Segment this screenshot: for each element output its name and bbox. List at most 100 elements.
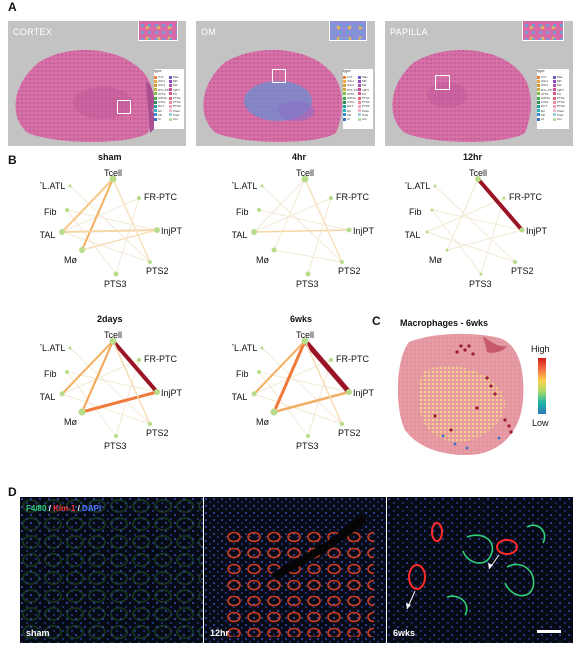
edge-tcell-mtal [61, 340, 114, 395]
node-label-tcell: Tcell [469, 168, 487, 178]
node-label-dtl: DTL.ATL [40, 343, 65, 353]
node-fib [430, 208, 434, 212]
node-dtl-atl [260, 184, 264, 188]
legend-om: type CnT cDL1 cDL2 DTL.ATL cPTS cMTAL CT… [343, 68, 373, 129]
node-label-mtal: MTAL [232, 392, 247, 402]
panel-label-papilla: PAPILLA [390, 27, 428, 37]
edge-tcell-pts2 [304, 340, 343, 425]
node-fib [257, 370, 261, 374]
node-label-dtl: DTL.ATL [405, 181, 430, 191]
node-label-fib: Fib [236, 369, 249, 379]
inset-cortex [138, 21, 178, 41]
node-mo [271, 247, 277, 253]
edge-tcell-pts2 [304, 178, 343, 263]
panel-label-c: C [372, 314, 381, 328]
node-label-frptc: FR-PTC [144, 192, 177, 202]
node-label-injpt: InjPT [353, 226, 375, 236]
node-pts3 [305, 271, 311, 277]
cortex-panel: CORTEX type CnT cDL1 cDL2 DTL.ATL cPTS c… [8, 21, 186, 146]
node-label-dtl: DTL.ATL [40, 181, 65, 191]
node-label-pts3: PTS3 [296, 441, 319, 451]
node-label-pts2: PTS2 [511, 266, 534, 276]
node-frptc [137, 196, 141, 200]
node-mtal [59, 391, 65, 397]
panel-label-cortex: CORTEX [13, 27, 53, 37]
node-dtl-atl [68, 184, 72, 188]
node-tcell [301, 175, 309, 183]
zoom-box-papilla [435, 75, 450, 90]
network-title: sham [98, 152, 122, 162]
node-label-mtal: MTAL [232, 230, 247, 240]
papilla-panel: PAPILLA type CnT cDL1 cDL2 DTL.ATL cPTS … [385, 21, 573, 146]
node-pts3 [114, 434, 118, 438]
network-4hr: 4hr Tcell FR-PTC InjPT PTS2 PTS3 Mø MTAL… [232, 152, 375, 289]
stain-sep2: / [75, 504, 83, 513]
node-fib [65, 370, 69, 374]
legend-papilla: type CnT cDL1 cDL2 DTL.ATL cPTS cMTAL CT… [537, 68, 569, 129]
node-pts3 [113, 271, 119, 277]
edge-mo-injpt [273, 390, 350, 414]
node-label-tcell: Tcell [296, 168, 314, 178]
node-label-dtl: DTL.ATL [232, 181, 257, 191]
node-label-mo: Mø [256, 417, 269, 427]
zoom-box-cortex [117, 100, 131, 114]
legend-title: type [537, 68, 545, 73]
node-dtl-atl [260, 346, 264, 350]
node-pts2 [148, 260, 152, 264]
kidney-section-papilla [392, 50, 531, 143]
panel-label-a: A [8, 0, 17, 14]
node-mtal [251, 391, 257, 397]
edge-tcell-injpt [303, 339, 351, 394]
node-frptc [502, 196, 506, 200]
zoom-box-om [272, 69, 286, 83]
edge-mtal-injpt [253, 229, 350, 233]
legend-title: type [154, 68, 162, 73]
network-6wks: 6wks Tcell FR-PTC InjPT PTS2 PTS3 Mø MTA… [232, 314, 375, 451]
node-injpt [346, 389, 352, 395]
node-label-pts3: PTS3 [104, 441, 127, 451]
edge-tcell-mo [81, 178, 114, 251]
kidney-section-cortex [15, 50, 157, 143]
node-mtal [59, 229, 65, 235]
edge-tcell-injpt [476, 177, 524, 232]
stain-f480: F4/80 [26, 504, 47, 513]
node-label-mo: Mø [64, 417, 77, 427]
edge-tcell-mtal [253, 340, 306, 395]
node-label-mtal: MTAL [405, 230, 420, 240]
micrograph-sham: F4/80 / Kim-1 / DAPI sham [20, 497, 203, 643]
node-label-injpt: InjPT [353, 388, 375, 398]
panel-label-b: B [8, 153, 17, 167]
micrograph-label-sham: sham [26, 628, 50, 638]
kidney-section-om [203, 50, 342, 143]
network-title: 2days [97, 314, 123, 324]
edge-tcell-mo [81, 340, 114, 413]
stain-dapi: DAPI [82, 504, 102, 513]
node-label-pts2: PTS2 [338, 266, 361, 276]
node-label-injpt: InjPT [161, 388, 183, 398]
node-injpt [154, 227, 160, 233]
node-label-fib: Fib [44, 369, 57, 379]
micrograph-12hr: 12hr [204, 497, 386, 643]
node-label-mo: Mø [429, 255, 442, 265]
node-label-pts3: PTS3 [469, 279, 492, 289]
stain-sep1: / [46, 504, 54, 513]
node-label-frptc: FR-PTC [509, 192, 542, 202]
panel-label-d: D [8, 485, 17, 499]
node-label-pts2: PTS2 [146, 266, 169, 276]
micrograph-label-6wks: 6wks [393, 628, 416, 638]
colorbar-low-label: Low [532, 418, 549, 428]
colorbar-high-label: High [531, 344, 550, 354]
node-label-mtal: MTAL [40, 392, 55, 402]
edge-tcell-mo [272, 340, 307, 413]
node-pts2 [340, 260, 344, 264]
node-label-fib: Fib [236, 207, 249, 217]
node-frptc [329, 358, 333, 362]
node-tcell [475, 176, 481, 182]
scale-bar [537, 630, 561, 633]
tissue-image-12hr [204, 497, 386, 643]
node-label-injpt: InjPT [526, 226, 548, 236]
node-label-mtal: MTAL [40, 230, 55, 240]
stain-legend: F4/80 / Kim-1 / DAPI [26, 504, 101, 513]
node-label-tcell: Tcell [104, 330, 122, 340]
node-frptc [137, 358, 141, 362]
